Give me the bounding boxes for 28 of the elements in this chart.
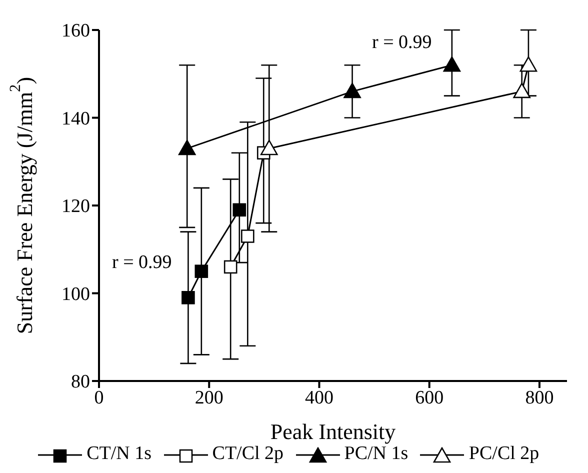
legend-label: PC/N 1s [344, 443, 408, 465]
annotation: r = 0.99 [112, 252, 172, 274]
point [232, 203, 246, 217]
x-tick-label: 600 [415, 387, 444, 408]
annotation: r = 0.99 [372, 32, 432, 54]
legend-label: PC/Cl 2p [468, 443, 540, 465]
point [182, 290, 195, 304]
x-axis-title: Peak Intensity [270, 419, 396, 444]
point [443, 56, 461, 72]
point [520, 56, 538, 72]
x-tick-label: 800 [525, 387, 554, 408]
point [178, 140, 196, 156]
point [241, 230, 254, 243]
point [260, 140, 278, 156]
point [513, 82, 530, 98]
x-tick-label: 200 [194, 387, 224, 408]
point [344, 82, 361, 98]
y-tick-label: 160 [62, 20, 90, 42]
x-tick-label: 0 [94, 387, 104, 408]
point [224, 260, 238, 274]
y-tick-label: 140 [62, 108, 90, 130]
point [194, 264, 208, 278]
legend-label: CT/Cl 2p [211, 443, 284, 465]
y-tick-label: 80 [71, 372, 90, 393]
legend-label: CT/N 1s [86, 443, 152, 465]
x-tick-label: 400 [304, 387, 334, 408]
y-tick-label: 120 [62, 196, 90, 218]
y-tick-label: 100 [62, 284, 90, 305]
